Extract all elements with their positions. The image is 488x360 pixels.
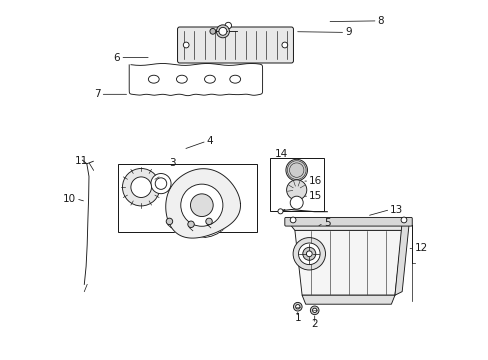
- Text: 13: 13: [389, 204, 403, 215]
- Polygon shape: [165, 169, 240, 238]
- Circle shape: [293, 302, 302, 311]
- Text: 10: 10: [63, 194, 76, 204]
- Circle shape: [286, 180, 306, 200]
- Text: 14: 14: [274, 149, 287, 159]
- Circle shape: [289, 217, 295, 223]
- Text: 5: 5: [323, 218, 330, 228]
- Text: 2: 2: [311, 319, 317, 329]
- Circle shape: [302, 247, 315, 260]
- Ellipse shape: [148, 75, 159, 83]
- Text: 15: 15: [309, 191, 322, 201]
- Ellipse shape: [204, 75, 215, 83]
- Text: 11: 11: [75, 156, 88, 166]
- Circle shape: [219, 27, 226, 35]
- Circle shape: [155, 178, 166, 189]
- Bar: [118, 164, 257, 232]
- FancyBboxPatch shape: [177, 27, 293, 63]
- Circle shape: [131, 177, 151, 198]
- Text: 1: 1: [294, 312, 301, 323]
- Circle shape: [224, 22, 231, 29]
- Circle shape: [298, 243, 320, 265]
- Text: 8: 8: [377, 16, 384, 26]
- Circle shape: [277, 209, 283, 214]
- Ellipse shape: [176, 75, 187, 83]
- Text: 7: 7: [94, 89, 101, 99]
- Circle shape: [209, 28, 215, 34]
- Polygon shape: [302, 295, 394, 304]
- Polygon shape: [294, 230, 401, 295]
- FancyBboxPatch shape: [284, 217, 411, 226]
- Text: 12: 12: [413, 243, 427, 253]
- Circle shape: [122, 168, 160, 206]
- Bar: [269, 158, 323, 211]
- Circle shape: [205, 218, 212, 225]
- Text: 3: 3: [169, 158, 176, 168]
- Circle shape: [169, 173, 234, 238]
- Circle shape: [166, 218, 172, 225]
- Text: 4: 4: [206, 136, 213, 146]
- Circle shape: [216, 25, 229, 38]
- Circle shape: [183, 42, 189, 48]
- Circle shape: [285, 159, 307, 181]
- Text: 9: 9: [345, 27, 351, 37]
- Circle shape: [187, 221, 194, 228]
- Circle shape: [190, 194, 213, 217]
- Circle shape: [400, 217, 406, 223]
- Circle shape: [181, 184, 223, 226]
- Polygon shape: [129, 63, 262, 95]
- Circle shape: [306, 251, 311, 257]
- Circle shape: [310, 306, 318, 315]
- Ellipse shape: [229, 75, 240, 83]
- Polygon shape: [394, 221, 408, 295]
- Polygon shape: [287, 221, 408, 230]
- Circle shape: [282, 42, 287, 48]
- Circle shape: [312, 308, 316, 312]
- Circle shape: [151, 174, 171, 194]
- Text: 16: 16: [309, 176, 322, 186]
- Text: 6: 6: [113, 53, 120, 63]
- Circle shape: [292, 238, 325, 270]
- Circle shape: [289, 196, 303, 209]
- Circle shape: [295, 305, 299, 309]
